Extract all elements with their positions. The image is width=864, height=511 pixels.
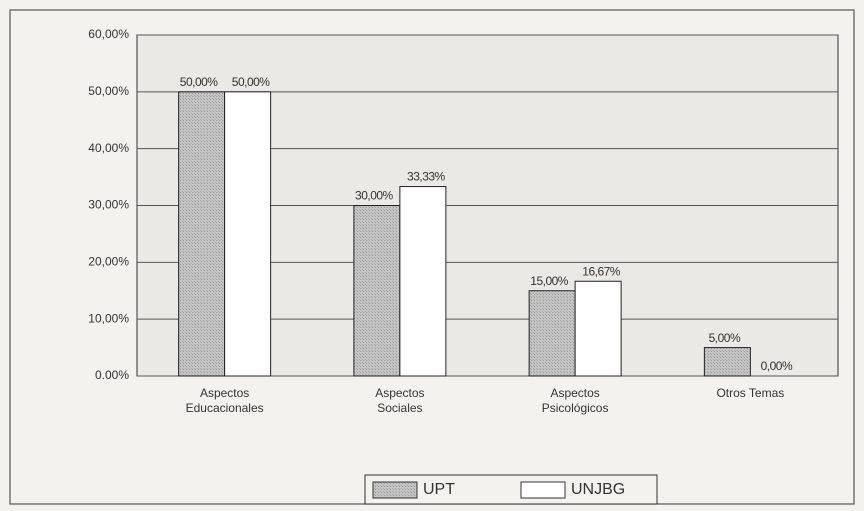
- bar: [399, 186, 447, 377]
- y-tick-label: 30,00%: [88, 198, 129, 212]
- bar: [528, 290, 576, 377]
- value-label: 50,00%: [180, 75, 219, 89]
- bar: [353, 205, 401, 377]
- value-label: 0,00%: [761, 359, 793, 373]
- x-tick-label: Aspectos Educacionales: [185, 386, 264, 415]
- value-label: 33,33%: [407, 170, 446, 184]
- x-tick-label: Aspectos Sociales: [375, 386, 425, 415]
- y-tick-label: 60,00%: [88, 27, 129, 41]
- value-label: 16,67%: [582, 264, 621, 278]
- legend-swatch: [372, 481, 418, 499]
- bar: [224, 91, 272, 377]
- bar: [574, 280, 622, 377]
- y-tick-label: 0.00%: [95, 368, 129, 382]
- bar: [703, 347, 751, 377]
- y-tick-label: 10,00%: [88, 311, 129, 325]
- legend-label: UPT: [423, 481, 455, 498]
- value-label: 50,00%: [232, 75, 271, 89]
- legend-swatch: [520, 481, 566, 499]
- legend-label: UNJBG: [571, 481, 625, 498]
- value-label: 30,00%: [355, 189, 394, 203]
- y-tick-label: 20,00%: [88, 255, 129, 269]
- y-tick-label: 50,00%: [88, 84, 129, 98]
- x-tick-label: Aspectos Psicológicos: [541, 386, 609, 415]
- value-label: 5,00%: [709, 331, 741, 345]
- value-label: 15,00%: [530, 274, 569, 288]
- y-tick-label: 40,00%: [88, 141, 129, 155]
- bar: [178, 91, 226, 377]
- x-tick-label: Otros Temas: [716, 386, 785, 400]
